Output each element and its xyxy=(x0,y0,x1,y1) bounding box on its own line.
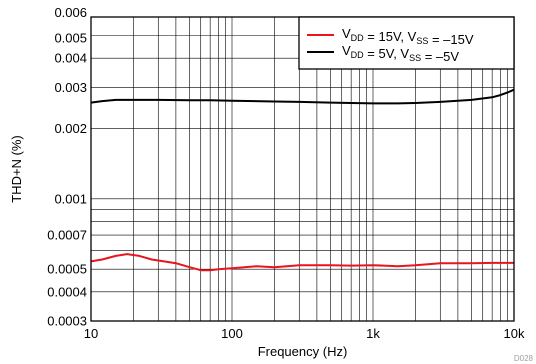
x-tick-label: 100 xyxy=(221,326,243,341)
y-tick-label: 0.0005 xyxy=(47,262,87,277)
y-axis-label: THD+N (%) xyxy=(9,135,24,203)
legend-label-1: VDD = 15V, VSS = –15V xyxy=(342,26,474,47)
series-lines xyxy=(90,88,515,272)
y-tick-label: 0.0003 xyxy=(47,314,87,329)
y-tick-label: 0.003 xyxy=(54,80,87,95)
series-line-1 xyxy=(90,253,514,272)
x-tick-label: 10k xyxy=(504,326,525,341)
legend-label-2: VDD = 5V, VSS = –5V xyxy=(342,43,459,64)
y-tick-labels: 0.0003 0.0004 0.0005 0.0007 0.001 0.002 0.003 0… xyxy=(47,5,87,329)
x-tick-label: 10 xyxy=(84,326,98,341)
y-tick-label: 0.001 xyxy=(54,191,87,206)
x-tick-label: 1k xyxy=(366,326,380,341)
y-tick-label: 0.0004 xyxy=(47,284,87,299)
y-tick-label: 0.005 xyxy=(54,31,87,46)
series-line-2 xyxy=(90,88,515,105)
y-tick-label: 0.002 xyxy=(54,121,87,136)
x-axis-label: Frequency (Hz) xyxy=(258,344,348,359)
y-tick-label: 0.006 xyxy=(54,5,87,20)
legend-box xyxy=(298,16,515,70)
y-tick-label: 0.004 xyxy=(54,51,87,66)
x-tick-labels: 10 100 1k 10k xyxy=(84,326,525,341)
figure-id: D028 xyxy=(514,354,534,363)
y-tick-label: 0.0007 xyxy=(47,228,87,243)
